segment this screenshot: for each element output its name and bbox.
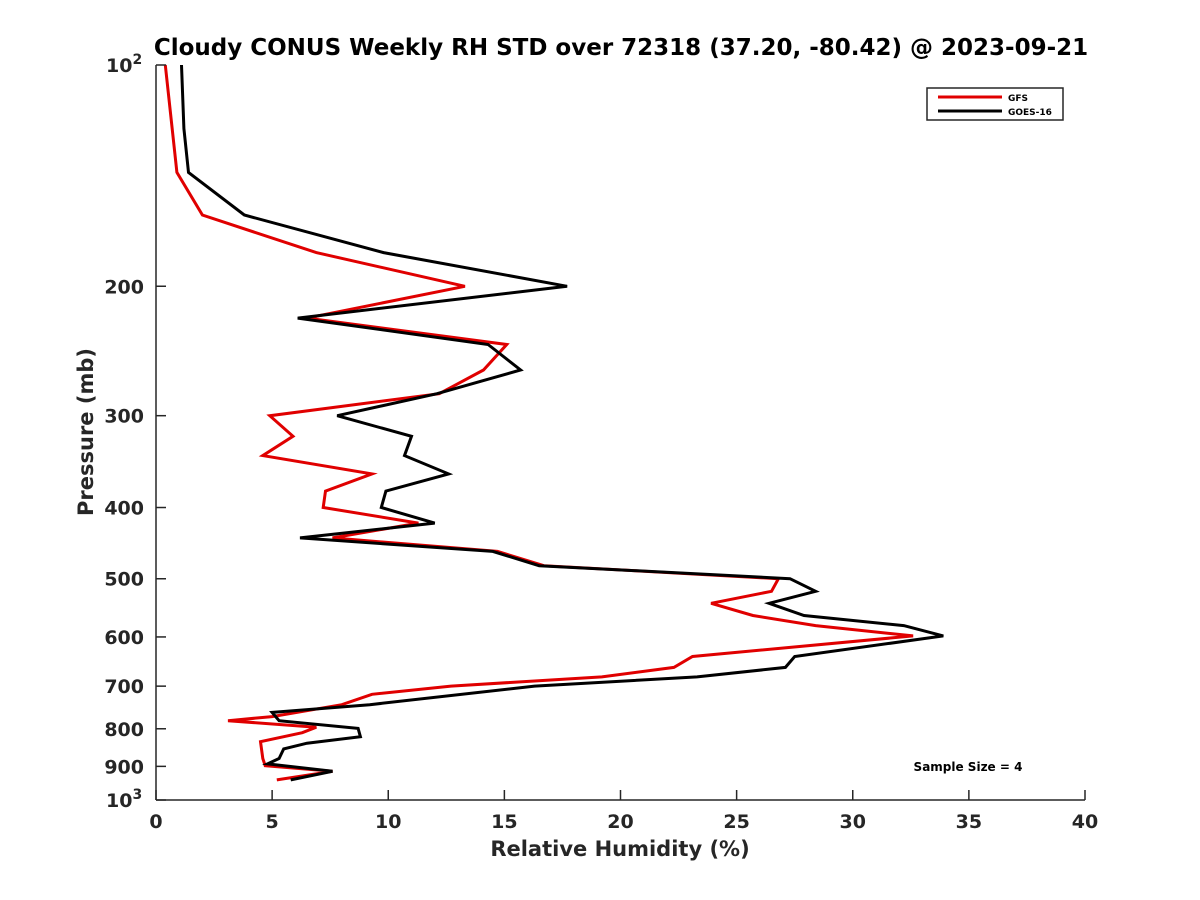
x-tick-label: 40 — [1072, 811, 1098, 833]
y-tick-label: 900 — [104, 756, 144, 778]
series-line-gfs — [163, 64, 914, 782]
y-tick-label: 500 — [104, 569, 144, 591]
y-tick-label: 300 — [104, 406, 144, 428]
y-tick-label: 102 — [106, 52, 142, 77]
axes — [155, 65, 1085, 801]
chart-title: Cloudy CONUS Weekly RH STD over 72318 (3… — [154, 35, 1088, 61]
y-tick-label: 700 — [104, 676, 144, 698]
x-tick-label: 20 — [607, 811, 633, 833]
legend-label-gfs: GFS — [1008, 94, 1028, 104]
x-tick-label: 5 — [266, 811, 279, 833]
y-ticks: 102 200 300 400 500 600 700 800 900 103 — [104, 52, 166, 812]
y-tick-label: 600 — [104, 627, 144, 649]
x-tick-label: 0 — [149, 811, 162, 833]
y-tick-label: 200 — [104, 276, 144, 298]
series-layer — [163, 64, 944, 782]
sample-size-annotation: Sample Size = 4 — [914, 760, 1023, 774]
x-ticks: 0 5 10 15 20 25 30 35 40 — [149, 790, 1098, 833]
x-tick-label: 15 — [491, 811, 517, 833]
x-axis-label: Relative Humidity (%) — [490, 837, 749, 861]
y-tick-label: 103 — [106, 787, 142, 812]
legend: GFS GOES-16 — [926, 87, 1064, 121]
x-tick-label: 10 — [375, 811, 401, 833]
x-tick-label: 35 — [956, 811, 982, 833]
y-tick-label: 800 — [104, 719, 144, 741]
y-axis-label: Pressure (mb) — [74, 348, 98, 516]
y-tick-label: 400 — [104, 498, 144, 520]
x-tick-label: 30 — [840, 811, 866, 833]
legend-label-goes16: GOES-16 — [1008, 108, 1052, 118]
x-tick-label: 25 — [723, 811, 749, 833]
legend-box — [926, 87, 1064, 121]
series-line-goes16 — [180, 64, 944, 782]
